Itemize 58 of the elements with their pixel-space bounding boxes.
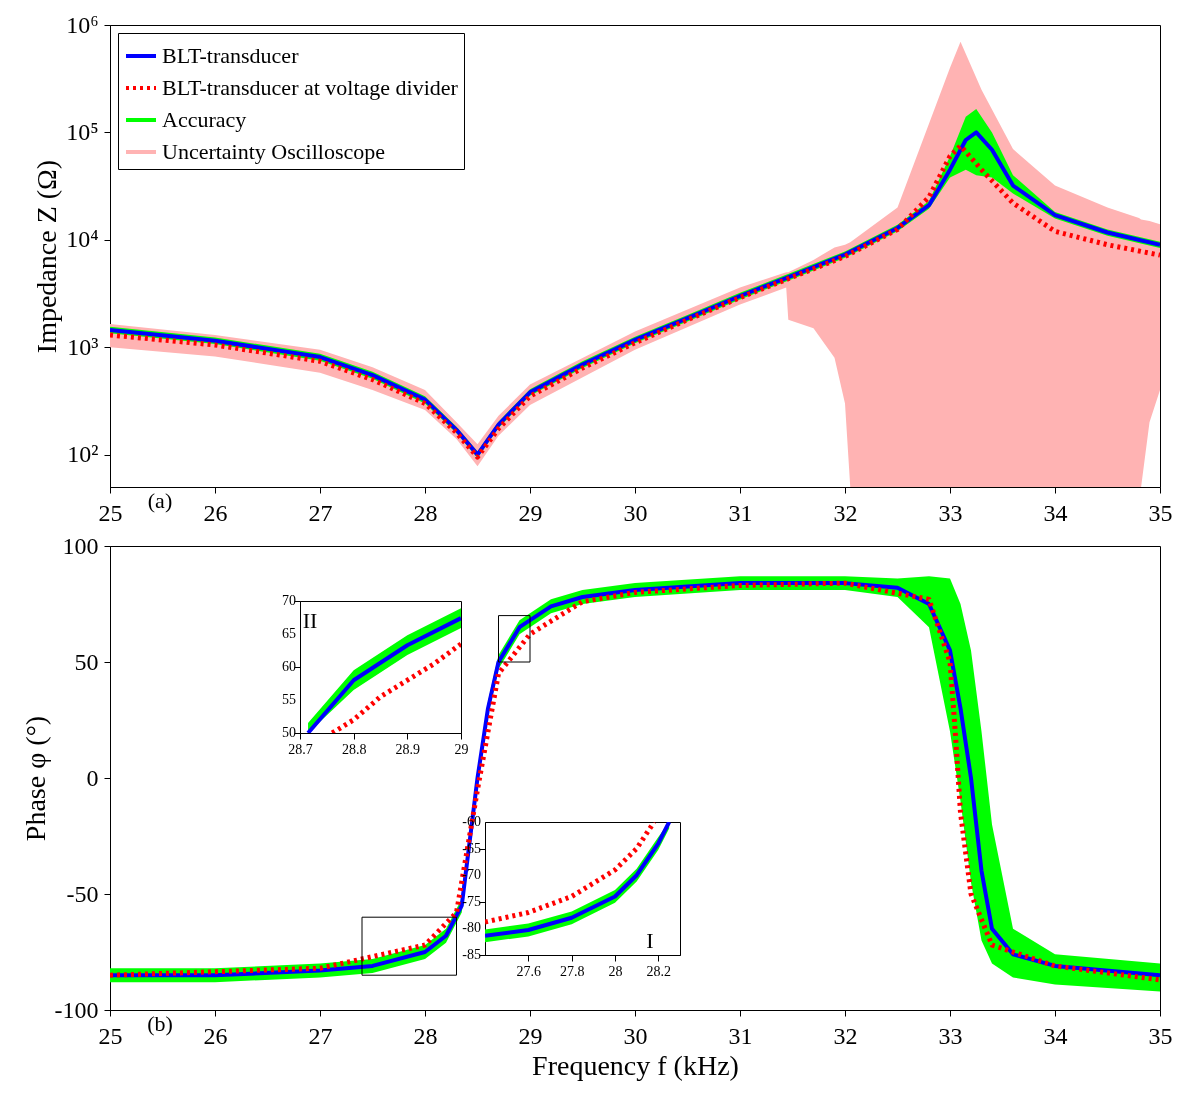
x-tick-label: 32 bbox=[833, 499, 858, 526]
y-tick-label: 10² bbox=[67, 441, 99, 468]
y-tick-label: 65 bbox=[282, 626, 296, 641]
x-tick-label: 35 bbox=[1148, 499, 1173, 526]
y-tick-label: 10³ bbox=[67, 333, 99, 360]
x-tick-label: 28.9 bbox=[395, 741, 421, 757]
legend-label: BLT-transducer at voltage divider bbox=[162, 75, 459, 100]
x-tick-label: 27 bbox=[308, 499, 333, 526]
x-tick-label: 33 bbox=[938, 499, 963, 526]
x-tick-label: 31 bbox=[728, 1022, 753, 1049]
x-tick-label: 34 bbox=[1043, 1022, 1068, 1049]
x-tick-label: 28 bbox=[413, 1022, 438, 1049]
x-tick-label: 32 bbox=[833, 1022, 858, 1049]
y-tick-label: 10⁵ bbox=[66, 118, 99, 145]
x-tick-label: 27 bbox=[308, 1022, 333, 1049]
x-tick-label: 28.7 bbox=[288, 741, 313, 757]
x-tick-label: 25 bbox=[98, 499, 123, 526]
x-tick-label: 29 bbox=[454, 741, 469, 757]
x-tick-label: 28.8 bbox=[341, 741, 367, 757]
x-tick-label: 29 bbox=[518, 499, 543, 526]
text: (b) bbox=[147, 1011, 173, 1036]
x-tick-label: 30 bbox=[623, 1022, 648, 1049]
x-axis-title: Frequency f (kHz) bbox=[532, 1049, 739, 1081]
x-tick-label: 34 bbox=[1043, 499, 1068, 526]
y-tick-label: 50 bbox=[282, 725, 296, 740]
y-tick-label: -50 bbox=[66, 880, 99, 907]
legend-label: Accuracy bbox=[162, 107, 247, 132]
y-tick-label: 50 bbox=[74, 648, 99, 675]
y-tick-label: 70 bbox=[282, 593, 296, 608]
annotation: I bbox=[646, 928, 654, 953]
y-tick-label: 10⁶ bbox=[66, 11, 99, 38]
x-tick-label: 28 bbox=[413, 499, 438, 526]
text: (a) bbox=[147, 488, 173, 513]
y-axis-title: Impedance Z (Ω) bbox=[31, 159, 63, 354]
y-tick-label: 0 bbox=[86, 764, 99, 791]
annotation: II bbox=[302, 608, 318, 633]
legend-label: Uncertainty Oscilloscope bbox=[162, 139, 385, 164]
x-tick-label: 33 bbox=[938, 1022, 963, 1049]
y-tick-label: 10⁴ bbox=[66, 226, 99, 253]
x-tick-label: 27.6 bbox=[516, 963, 542, 979]
x-tick-label: 28 bbox=[608, 963, 623, 979]
x-tick-label: 27.8 bbox=[559, 963, 585, 979]
legend-label: BLT-transducer bbox=[162, 43, 300, 68]
x-tick-label: 31 bbox=[728, 499, 753, 526]
y-tick-label: 100 bbox=[62, 532, 99, 559]
y-tick-label: 60 bbox=[282, 659, 296, 674]
x-tick-label: 35 bbox=[1148, 1022, 1173, 1049]
x-tick-label: 29 bbox=[518, 1022, 543, 1049]
x-tick-label: 25 bbox=[98, 1022, 123, 1049]
y-axis-title: Phase φ (°) bbox=[19, 715, 51, 842]
y-tick-label: 55 bbox=[282, 692, 296, 707]
y-tick-label: -100 bbox=[54, 996, 99, 1023]
y-tick-label: -85 bbox=[462, 947, 481, 962]
y-tick-label: -80 bbox=[462, 920, 481, 936]
x-tick-label: 26 bbox=[203, 1022, 228, 1049]
x-tick-label: 30 bbox=[623, 499, 648, 526]
x-tick-label: 28.2 bbox=[646, 963, 672, 979]
x-tick-label: 26 bbox=[203, 499, 228, 526]
